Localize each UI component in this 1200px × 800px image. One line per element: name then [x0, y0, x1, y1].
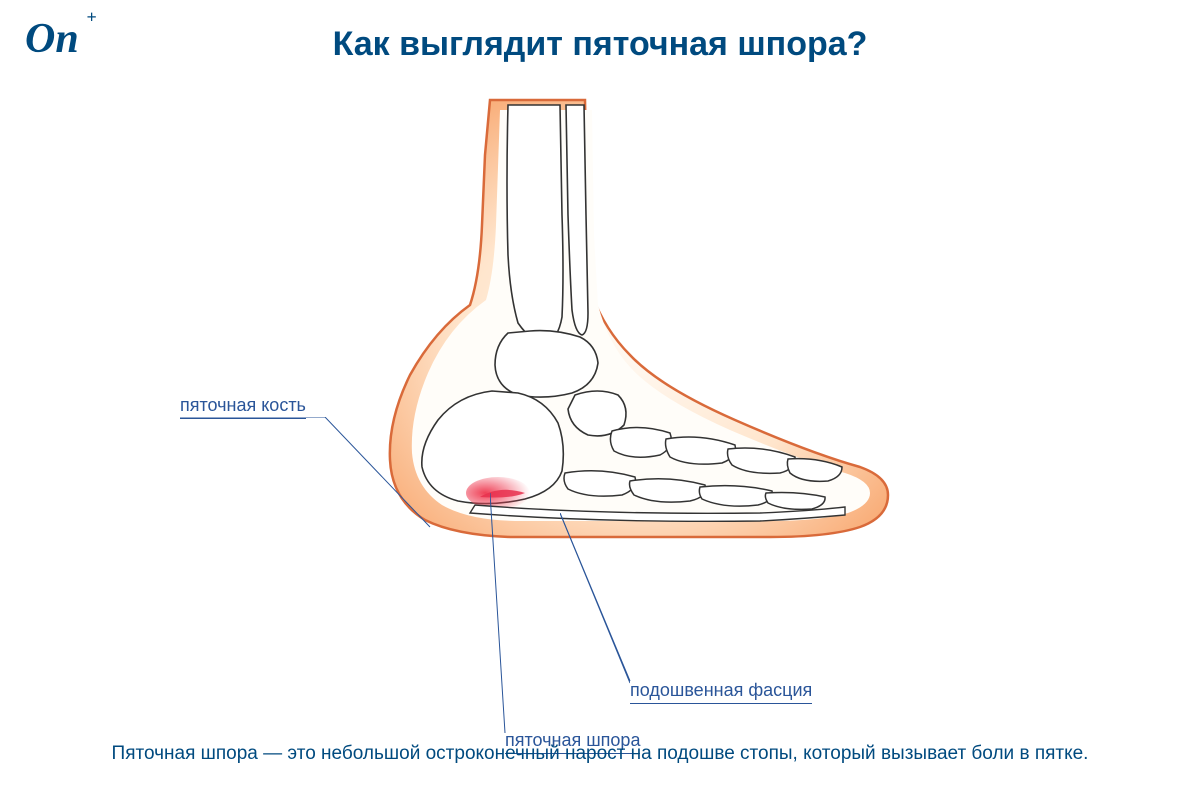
foot-illustration: [340, 95, 900, 575]
label-plantar-fascia: подошвенная фасция: [630, 680, 812, 704]
tibia-bone: [507, 105, 563, 343]
anatomy-diagram: пяточная кость подошвенная фасция пяточн…: [0, 95, 1200, 675]
page-title: Как выглядит пяточная шпора?: [0, 25, 1200, 64]
talus-bone: [495, 331, 598, 397]
diagram-caption: Пяточная шпора — это небольшой остроконе…: [0, 743, 1200, 765]
label-heel-bone: пяточная кость: [180, 395, 306, 419]
